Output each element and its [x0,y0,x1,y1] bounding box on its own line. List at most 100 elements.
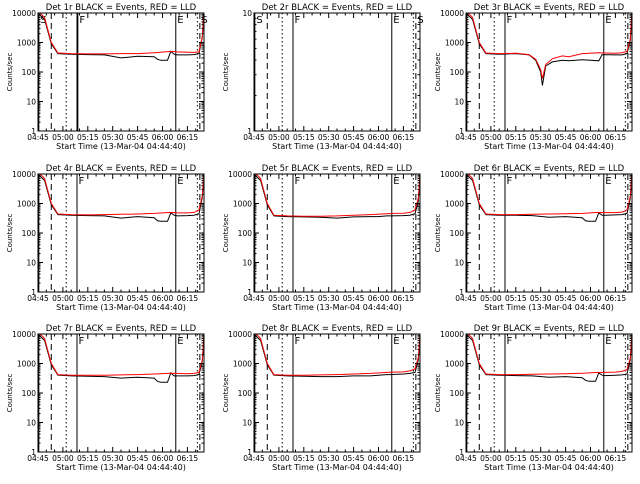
event-marker-label: E [605,336,611,347]
x-tick-label: 06:00 [152,454,174,463]
chart-panel-9: Det 9r BLACK = Events, RED = LLD F E 1 10 100… [434,324,633,472]
x-tick-label: 06:15 [177,454,199,463]
x-tick-label: 06:00 [580,133,602,142]
y-tick-label: 10000 [228,330,252,339]
event-marker-label: F [507,336,513,347]
series-line-lld [255,174,420,217]
x-tick-label: 05:00 [52,133,74,142]
event-marker-label: S [417,15,423,26]
event-marker-label: E [393,15,399,26]
chart-title: Det 4r BLACK = Events, RED = LLD [46,164,197,174]
x-tick-label: 06:00 [152,294,174,303]
y-tick-label: 10 [26,98,36,107]
x-tick-label: 06:00 [368,454,390,463]
x-tick-label: 05:15 [77,294,99,303]
chart-panel-8: Det 8r BLACK = Events, RED = LLD F E 1 10 100… [222,324,421,472]
y-tick-label: 1000 [233,200,252,209]
series-line-events [38,174,204,222]
y-tick-label: 100 [450,68,465,77]
y-tick-label: 1000 [233,360,252,369]
chart-title: Det 9r BLACK = Events, RED = LLD [474,324,625,334]
x-tick-label: 05:00 [480,454,502,463]
x-tick-label: 06:15 [177,133,199,142]
event-marker-label: F [79,336,85,347]
y-tick-label: 1000 [17,200,36,209]
y-tick-label: 1000 [17,39,36,48]
x-tick-label: 05:15 [505,454,527,463]
y-tick-label: 1 [31,127,36,136]
y-tick-label: 10000 [440,330,464,339]
y-tick-label: 1 [247,448,252,457]
series-line-lld [39,174,204,216]
x-tick-label: 05:30 [530,294,552,303]
x-tick-label: 05:30 [318,133,340,142]
y-tick-label: 1 [459,448,464,457]
event-marker-label: E [177,15,183,26]
y-axis-label: Counts/sec [6,214,14,253]
y-tick-label: 10 [454,259,464,268]
y-tick-label: 10000 [440,9,464,18]
event-marker-label: E [605,176,611,187]
x-tick-label: 05:45 [127,133,149,142]
y-tick-label: 1000 [445,39,464,48]
y-tick-label: 100 [450,229,465,238]
y-tick-label: 100 [22,229,37,238]
chart-title: Det 8r BLACK = Events, RED = LLD [262,324,413,334]
x-tick-label: 06:15 [605,133,627,142]
event-marker-label: S [256,15,262,26]
plot-frame [37,173,205,293]
y-tick-label: 1 [247,127,252,136]
series-line-events [466,174,632,222]
series-line-events [38,334,204,383]
event-marker-label: F [79,15,85,26]
y-tick-label: 10 [26,259,36,268]
x-tick-label: 05:00 [52,294,74,303]
event-marker-label: E [393,176,399,187]
event-marker-label: S [201,15,207,26]
chart-title: Det 2r BLACK = Events, RED = LLD [262,3,413,13]
x-axis-label: Start Time (13-Mar-04 04:44:40) [56,142,186,151]
x-tick-label: 05:30 [530,454,552,463]
x-tick-label: 04:45 [243,133,265,142]
x-tick-label: 04:45 [27,133,49,142]
x-tick-label: 05:45 [127,294,149,303]
x-tick-label: 04:45 [455,454,477,463]
x-tick-label: 05:45 [343,133,365,142]
x-tick-label: 05:30 [530,133,552,142]
chart-title: Det 3r BLACK = Events, RED = LLD [474,3,625,13]
y-tick-label: 1 [459,288,464,297]
series-line-events [466,334,632,382]
x-tick-label: 05:00 [268,454,290,463]
event-marker-label: F [79,176,85,187]
plot-frame [37,12,205,132]
chart-panel-6: Det 6r BLACK = Events, RED = LLD F E 1 10 100… [434,164,633,312]
x-tick-label: 05:00 [268,294,290,303]
x-axis-label: Start Time (13-Mar-04 04:44:40) [484,142,614,151]
chart-title: Det 7r BLACK = Events, RED = LLD [46,324,197,334]
event-marker-label: F [295,176,301,187]
series-line-lld [39,13,204,55]
event-marker-label: F [295,15,301,26]
x-tick-label: 04:45 [455,294,477,303]
x-tick-label: 06:15 [393,454,415,463]
y-tick-label: 1000 [445,200,464,209]
event-marker-label: E [393,336,399,347]
x-tick-label: 06:00 [580,454,602,463]
x-tick-label: 06:15 [605,454,627,463]
x-tick-label: 06:00 [580,294,602,303]
plot-frame [465,333,633,453]
x-axis-label: Start Time (13-Mar-04 04:44:40) [272,463,402,472]
y-tick-label: 100 [238,389,253,398]
y-axis-label: Counts/sec [222,214,230,253]
y-tick-label: 10 [242,259,252,268]
series-line-lld [467,334,632,376]
y-axis-label: Counts/sec [434,374,442,413]
x-tick-label: 05:45 [555,133,577,142]
x-tick-label: 05:15 [77,133,99,142]
x-tick-label: 05:30 [102,294,124,303]
y-tick-label: 100 [238,229,253,238]
x-tick-label: 05:45 [343,294,365,303]
